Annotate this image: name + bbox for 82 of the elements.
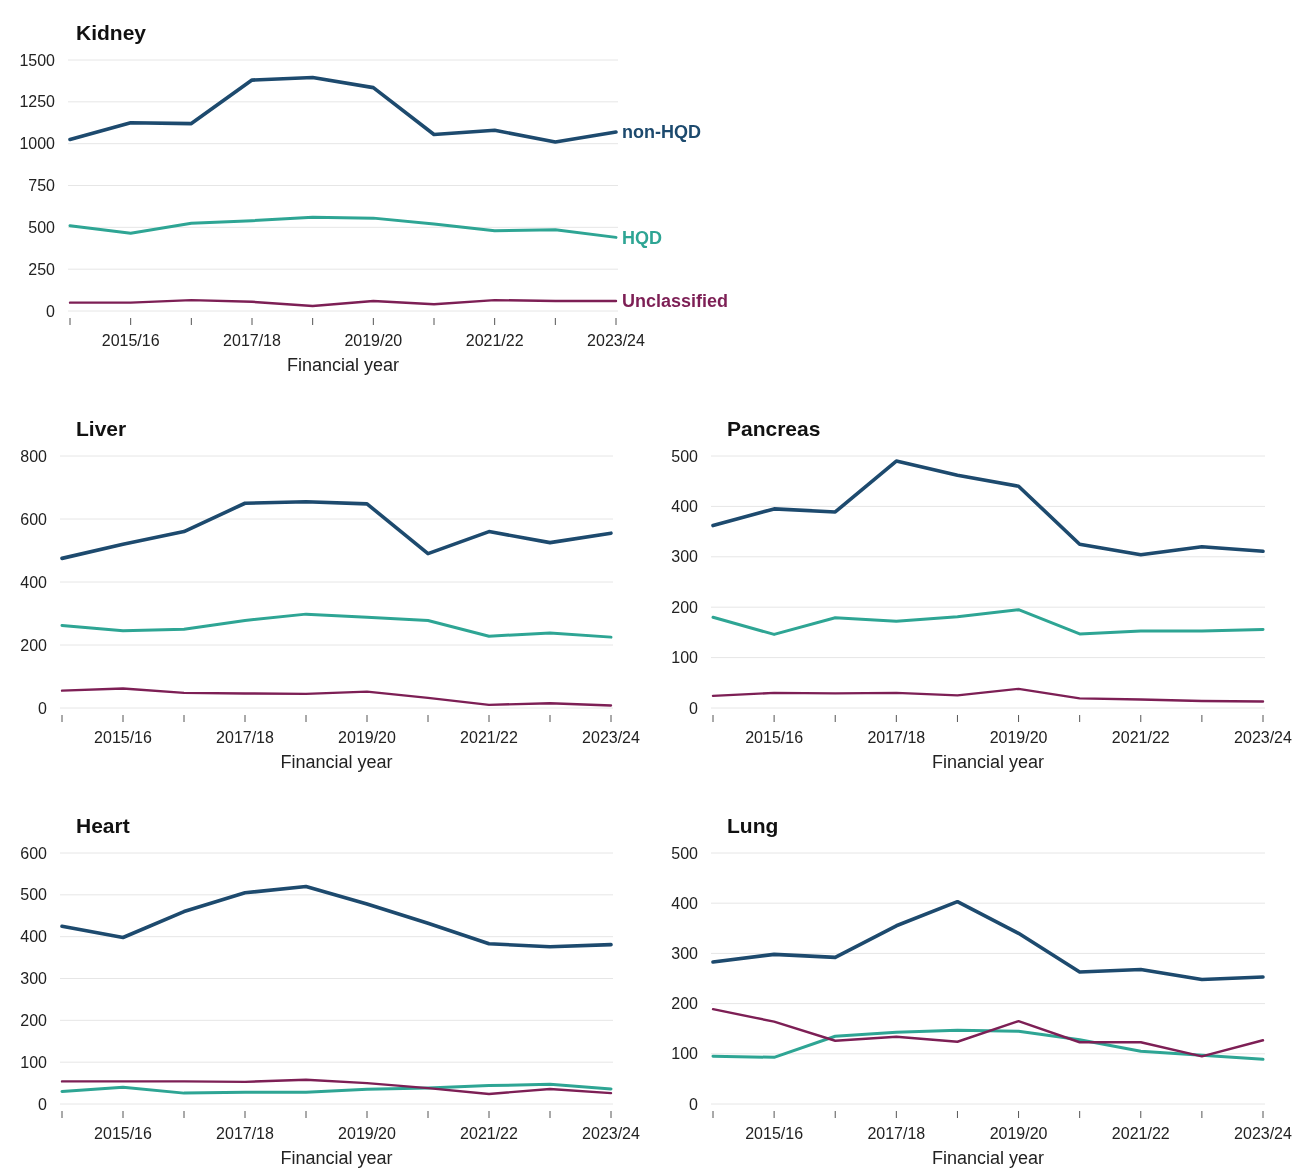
x-tick-label: 2017/18 — [216, 729, 275, 746]
x-axis-title: Financial year — [280, 752, 393, 772]
y-tick-label: 500 — [20, 886, 48, 904]
y-tick-label: 400 — [671, 894, 699, 912]
chart-title: Kidney — [76, 21, 147, 44]
y-tick-label: 200 — [20, 636, 48, 654]
chart-title: Pancreas — [727, 417, 821, 440]
line-series — [60, 1082, 613, 1095]
x-tick-label: 2023/24 — [582, 1125, 641, 1142]
series-label: non-HQD — [622, 122, 701, 143]
x-axis-title: Financial year — [931, 752, 1045, 772]
x-tick-label: 2017/18 — [867, 729, 926, 746]
x-axis-title: Financial year — [286, 355, 400, 375]
y-tick-label: 500 — [671, 447, 699, 465]
chart-title: Heart — [76, 814, 130, 837]
x-tick-label: 2021/22 — [460, 1125, 519, 1142]
y-tick-label: 100 — [671, 1045, 699, 1063]
y-tick-label: 1250 — [19, 93, 56, 111]
x-tick-label: 2019/20 — [989, 1125, 1048, 1142]
x-axis-title: Financial year — [931, 1148, 1045, 1168]
y-tick-label: 400 — [20, 573, 48, 591]
line-series — [60, 499, 613, 561]
chart-title: Liver — [76, 417, 127, 440]
line-series — [60, 612, 613, 639]
y-tick-label: 800 — [20, 447, 48, 465]
series-label: Unclassified — [622, 291, 729, 312]
x-tick-label: 2019/20 — [344, 332, 403, 349]
y-tick-label: 200 — [671, 995, 699, 1013]
y-tick-label: 100 — [20, 1053, 48, 1071]
x-tick-label: 2021/22 — [465, 332, 524, 349]
y-tick-label: 400 — [20, 928, 48, 946]
y-tick-label: 1000 — [19, 135, 56, 153]
line-series — [711, 459, 1265, 557]
line-series — [60, 884, 613, 949]
line-series — [60, 1078, 613, 1096]
y-tick-label: 300 — [671, 945, 699, 962]
line-series — [711, 608, 1265, 636]
line-series — [68, 215, 618, 239]
chart-title: Lung — [727, 814, 779, 837]
line-series — [68, 75, 618, 144]
y-tick-label: 600 — [20, 510, 48, 528]
y-tick-label: 200 — [20, 1011, 48, 1029]
y-tick-label: 0 — [46, 302, 56, 320]
x-tick-label: 2017/18 — [223, 332, 282, 349]
x-tick-label: 2015/16 — [101, 332, 160, 349]
series-label: HQD — [622, 227, 662, 248]
x-tick-label: 2015/16 — [94, 1125, 153, 1142]
y-tick-label: 0 — [689, 1095, 699, 1113]
y-tick-label: 250 — [28, 260, 56, 278]
x-tick-label: 2015/16 — [745, 1125, 804, 1142]
x-tick-label: 2023/24 — [1234, 729, 1293, 746]
y-tick-label: 750 — [28, 177, 56, 195]
y-tick-label: 500 — [671, 844, 699, 862]
x-tick-label: 2015/16 — [745, 729, 804, 746]
x-tick-label: 2017/18 — [867, 1125, 926, 1142]
x-tick-label: 2023/24 — [587, 332, 646, 349]
x-tick-label: 2019/20 — [338, 1125, 397, 1142]
y-tick-label: 500 — [28, 218, 56, 236]
x-tick-label: 2017/18 — [216, 1125, 275, 1142]
y-tick-label: 0 — [38, 1095, 48, 1113]
x-tick-label: 2021/22 — [1111, 1125, 1170, 1142]
line-series — [60, 687, 613, 707]
y-tick-label: 600 — [20, 844, 48, 862]
x-tick-label: 2015/16 — [94, 729, 153, 746]
y-tick-label: 400 — [671, 498, 699, 515]
y-tick-label: 300 — [20, 970, 48, 988]
x-tick-label: 2021/22 — [1111, 729, 1170, 746]
line-series — [711, 899, 1265, 982]
x-tick-label: 2023/24 — [1234, 1125, 1293, 1142]
y-tick-label: 100 — [671, 649, 699, 667]
y-tick-label: 200 — [671, 598, 699, 616]
line-series — [711, 687, 1265, 703]
x-tick-label: 2019/20 — [338, 729, 397, 746]
y-tick-label: 0 — [689, 699, 699, 717]
y-tick-label: 1500 — [19, 51, 56, 69]
y-tick-label: 300 — [671, 548, 699, 566]
line-series — [711, 1007, 1265, 1058]
x-tick-label: 2019/20 — [989, 729, 1048, 746]
x-axis-title: Financial year — [280, 1148, 393, 1168]
y-tick-label: 0 — [38, 699, 48, 717]
x-tick-label: 2023/24 — [582, 729, 641, 746]
x-tick-label: 2021/22 — [460, 729, 519, 746]
